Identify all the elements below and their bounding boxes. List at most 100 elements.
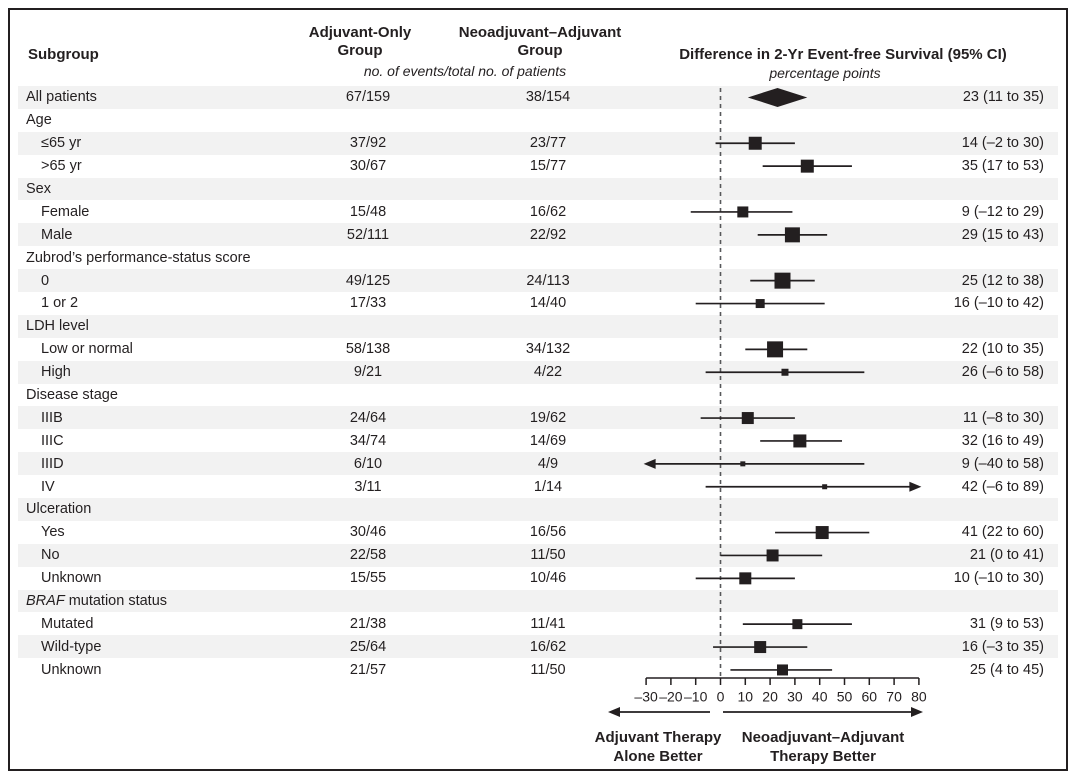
neoadjuvant-value: 11/50 (530, 661, 566, 678)
table-row: 0 49/125 24/113 25 (12 to 38) (18, 269, 1058, 293)
ci-value: 25 (12 to 38) (961, 272, 1044, 289)
figure-inner: Subgroup Adjuvant-Only Group Neoadjuvant… (10, 10, 1066, 769)
table-row: IV 3/11 1/14 42 (–6 to 89) (18, 475, 1058, 498)
neoadjuvant-value: 10/46 (529, 570, 567, 587)
ci-value: 10 (–10 to 30) (953, 570, 1044, 587)
row-label: >65 yr (41, 158, 82, 175)
row-label: 0 (41, 272, 50, 289)
row-label: 1 or 2 (41, 295, 79, 312)
ci-value: 9 (–40 to 58) (961, 455, 1044, 472)
table-row: Ulceration (18, 498, 1058, 521)
column-header-adjuvant-group: Adjuvant-Only Group (270, 24, 450, 60)
column-header-adjuvant-line2: Group (337, 42, 383, 59)
neoadjuvant-value: 15/77 (529, 158, 567, 175)
neoadjuvant-value: 34/132 (525, 341, 571, 358)
events-note: no. of events/total no. of patients (363, 63, 567, 79)
italic-gene-name: BRAF (26, 593, 65, 610)
neoadjuvant-value: 16/56 (529, 524, 567, 541)
adjuvant-value: 6/10 (353, 455, 383, 472)
figure-frame: Subgroup Adjuvant-Only Group Neoadjuvant… (8, 8, 1068, 771)
adjuvant-value: 30/46 (349, 524, 387, 541)
table-row: 1 or 2 17/33 14/40 16 (–10 to 42) (18, 292, 1058, 315)
left-direction-arrowhead (608, 707, 620, 717)
neoadjuvant-value: 1/14 (533, 478, 563, 495)
row-label: IIID (41, 455, 64, 472)
ci-value: 25 (4 to 45) (969, 661, 1044, 678)
table-row: Female 15/48 16/62 9 (–12 to 29) (18, 200, 1058, 223)
axis-tick-label: 50 (837, 689, 853, 705)
row-label: Unknown (41, 570, 102, 587)
axis-tick-label: 0 (717, 689, 725, 705)
neoadjuvant-value: 4/9 (537, 455, 559, 472)
neoadjuvant-value: 4/22 (533, 364, 563, 381)
row-label: Male (41, 226, 73, 243)
row-label: High (41, 364, 71, 381)
ci-value: 23 (11 to 35) (962, 89, 1044, 106)
table-row: No 22/58 11/50 21 (0 to 41) (18, 543, 1058, 567)
table-row: Age (18, 109, 1058, 132)
direction-label-left: Adjuvant Therapy Alone Better (558, 728, 758, 766)
row-label: BRAF mutation status (26, 593, 168, 610)
neoadjuvant-value: 14/69 (529, 432, 567, 449)
row-label: All patients (26, 89, 97, 106)
row-label: Disease stage (26, 387, 118, 404)
ci-value: 42 (–6 to 89) (961, 478, 1044, 495)
ci-value: 16 (–10 to 42) (953, 295, 1044, 312)
direction-label-right: Neoadjuvant–Adjuvant Therapy Better (708, 728, 938, 766)
direction-label-right-line1: Neoadjuvant–Adjuvant (741, 729, 905, 746)
table-row: >65 yr 30/67 15/77 35 (17 to 53) (18, 155, 1058, 178)
row-label: Female (41, 203, 90, 220)
column-header-neoadjuvant-line1: Neoadjuvant–Adjuvant (458, 24, 622, 41)
table-row: High 9/21 4/22 26 (–6 to 58) (18, 360, 1058, 384)
row-label: Mutated (41, 615, 94, 632)
neoadjuvant-value: 11/50 (530, 547, 566, 564)
column-header-neoadjuvant-group: Neoadjuvant–Adjuvant Group (450, 24, 630, 60)
table-row: Disease stage (18, 384, 1058, 407)
table-row: IIID 6/10 4/9 9 (–40 to 58) (18, 452, 1058, 476)
axis-tick-label: –30 (634, 689, 658, 705)
axis-tick-label: 10 (738, 689, 754, 705)
adjuvant-value: 21/57 (349, 661, 387, 678)
neoadjuvant-value: 23/77 (529, 135, 567, 152)
axis-tick-label: 60 (862, 689, 878, 705)
table-row: LDH level (18, 314, 1058, 338)
row-label: Yes (41, 524, 65, 541)
table-row: All patients 67/159 38/154 23 (11 to 35) (18, 86, 1058, 109)
column-header-subgroup: Subgroup (28, 46, 99, 63)
table-row: IIIB 24/64 19/62 11 (–8 to 30) (18, 406, 1058, 430)
adjuvant-value: 67/159 (345, 89, 391, 106)
neoadjuvant-value: 14/40 (529, 295, 567, 312)
table-row: IIIC 34/74 14/69 32 (16 to 49) (18, 429, 1058, 452)
adjuvant-value: 24/64 (349, 409, 387, 426)
row-label: Age (26, 112, 52, 129)
axis-tick-label: 70 (886, 689, 902, 705)
neoadjuvant-value: 19/62 (529, 409, 567, 426)
right-direction-arrowhead (911, 707, 923, 717)
table-row: Mutated 21/38 11/41 31 (9 to 53) (18, 612, 1058, 635)
axis-tick-label: –20 (659, 689, 683, 705)
neoadjuvant-value: 24/113 (526, 272, 570, 289)
ci-value: 31 (9 to 53) (969, 615, 1044, 632)
neoadjuvant-value: 16/62 (529, 638, 567, 655)
neoadjuvant-value: 22/92 (529, 226, 567, 243)
adjuvant-value: 15/48 (349, 203, 387, 220)
table-row: Yes 30/46 16/56 41 (22 to 60) (18, 521, 1058, 544)
row-label: Wild-type (41, 638, 102, 655)
adjuvant-value: 15/55 (349, 570, 387, 587)
ci-value: 16 (–3 to 35) (961, 638, 1044, 655)
direction-label-left-line2: Alone Better (613, 748, 703, 765)
adjuvant-value: 58/138 (345, 341, 391, 358)
adjuvant-value: 49/125 (345, 272, 391, 289)
neoadjuvant-value: 38/154 (525, 89, 571, 106)
ci-value: 21 (0 to 41) (969, 547, 1044, 564)
row-label: ≤65 yr (41, 135, 82, 152)
row-label: Zubrod’s performance-status score (26, 249, 251, 266)
ci-value: 41 (22 to 60) (961, 524, 1044, 541)
ci-value: 26 (–6 to 58) (961, 364, 1044, 381)
adjuvant-value: 9/21 (353, 364, 383, 381)
table-row: BRAF mutation status (18, 589, 1058, 613)
ci-value: 9 (–12 to 29) (961, 203, 1044, 220)
adjuvant-value: 22/58 (349, 547, 387, 564)
adjuvant-value: 30/67 (349, 158, 387, 175)
